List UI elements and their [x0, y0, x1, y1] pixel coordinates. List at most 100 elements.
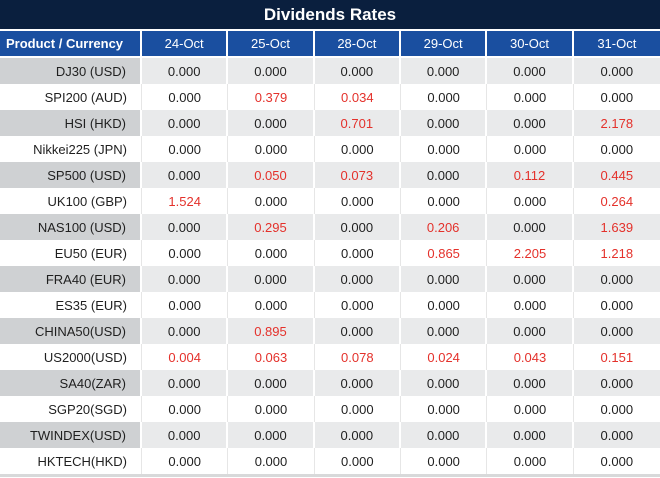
rate-cell: 0.000 — [400, 266, 488, 292]
rate-cell: 0.000 — [228, 292, 315, 318]
rate-cell: 0.379 — [228, 84, 315, 110]
product-cell: NAS100 (USD) — [0, 214, 142, 240]
rate-cell: 0.000 — [400, 448, 488, 474]
rate-cell: 0.000 — [142, 84, 229, 110]
rate-cell: 0.000 — [400, 422, 488, 448]
rate-cell: 0.000 — [142, 58, 229, 84]
rate-cell: 0.000 — [142, 110, 229, 136]
rate-cell: 0.000 — [400, 110, 488, 136]
rate-cell: 0.000 — [573, 448, 660, 474]
rate-cell: 0.078 — [314, 344, 401, 370]
header-row: Product / Currency 24-Oct 25-Oct 28-Oct … — [0, 31, 660, 58]
rate-cell: 0.000 — [142, 422, 229, 448]
rate-cell: 0.004 — [142, 344, 229, 370]
rate-cell: 0.000 — [400, 162, 488, 188]
rate-cell: 0.000 — [573, 58, 660, 84]
rate-cell: 0.000 — [228, 448, 315, 474]
rate-cell: 0.000 — [573, 266, 660, 292]
product-cell: Nikkei225 (JPN) — [0, 136, 142, 162]
rate-cell: 1.218 — [573, 240, 660, 266]
rate-cell: 0.000 — [487, 214, 574, 240]
rate-cell: 0.000 — [228, 188, 315, 214]
table-row: HSI (HKD) 0.000 0.000 0.701 0.000 0.000 2.178 — [0, 110, 660, 136]
table-row: DJ30 (USD) 0.000 0.000 0.000 0.000 0.000 0.000 — [0, 58, 660, 84]
product-cell: DJ30 (USD) — [0, 58, 142, 84]
table-row: SPI200 (AUD) 0.000 0.379 0.034 0.000 0.000 0.0… — [0, 84, 660, 110]
rate-cell: 0.000 — [228, 240, 315, 266]
product-cell: SGP20(SGD) — [0, 396, 142, 422]
rate-cell: 0.043 — [487, 344, 574, 370]
table-row: NAS100 (USD) 0.000 0.295 0.000 0.206 0.000 1.6… — [0, 214, 660, 240]
rate-cell: 0.050 — [228, 162, 315, 188]
rate-cell: 0.264 — [573, 188, 660, 214]
table-row: Nikkei225 (JPN) 0.000 0.000 0.000 0.000 0.000… — [0, 136, 660, 162]
rate-cell: 0.000 — [487, 84, 574, 110]
rate-cell: 0.000 — [314, 422, 401, 448]
rate-cell: 0.000 — [400, 84, 488, 110]
rate-cell: 0.063 — [228, 344, 315, 370]
rate-cell: 0.000 — [400, 136, 488, 162]
product-cell: UK100 (GBP) — [0, 188, 142, 214]
table-row: UK100 (GBP) 1.524 0.000 0.000 0.000 0.000 0.26… — [0, 188, 660, 214]
rate-cell: 0.000 — [487, 318, 574, 344]
product-cell: TWINDEX(USD) — [0, 422, 142, 448]
rate-cell: 0.000 — [228, 266, 315, 292]
date-header: 25-Oct — [228, 31, 315, 58]
dividends-rates-table: Product / Currency 24-Oct 25-Oct 28-Oct … — [0, 31, 660, 474]
rate-cell: 0.000 — [400, 292, 488, 318]
rate-cell: 0.701 — [314, 110, 401, 136]
rate-cell: 0.000 — [314, 370, 401, 396]
rate-cell: 2.178 — [573, 110, 660, 136]
rate-cell: 0.000 — [314, 240, 401, 266]
rate-cell: 0.000 — [142, 266, 229, 292]
rate-cell: 0.000 — [142, 162, 229, 188]
rate-cell: 0.000 — [487, 58, 574, 84]
date-header: 24-Oct — [142, 31, 229, 58]
product-cell: FRA40 (EUR) — [0, 266, 142, 292]
product-cell: US2000(USD) — [0, 344, 142, 370]
rate-cell: 0.024 — [400, 344, 488, 370]
date-header: 28-Oct — [314, 31, 401, 58]
table-row: TWINDEX(USD) 0.000 0.000 0.000 0.000 0.000 0.0… — [0, 422, 660, 448]
rate-cell: 0.000 — [314, 266, 401, 292]
rate-cell: 0.112 — [487, 162, 574, 188]
title-text: Dividends Rates — [263, 4, 397, 24]
rate-cell: 0.295 — [228, 214, 315, 240]
rate-cell: 0.000 — [314, 58, 401, 84]
rate-cell: 0.206 — [400, 214, 488, 240]
rate-cell: 0.000 — [487, 422, 574, 448]
rate-cell: 0.000 — [487, 448, 574, 474]
rate-cell: 0.000 — [142, 396, 229, 422]
bottom-edge-strip — [0, 474, 660, 477]
rate-cell: 0.000 — [228, 370, 315, 396]
table-body: DJ30 (USD) 0.000 0.000 0.000 0.000 0.000 0.000… — [0, 58, 660, 474]
product-cell: EU50 (EUR) — [0, 240, 142, 266]
table-row: US2000(USD) 0.004 0.063 0.078 0.024 0.043 0.15… — [0, 344, 660, 370]
rate-cell: 0.000 — [142, 318, 229, 344]
rate-cell: 0.000 — [228, 396, 315, 422]
rate-cell: 0.000 — [573, 292, 660, 318]
rate-cell: 0.000 — [487, 188, 574, 214]
rate-cell: 0.000 — [142, 448, 229, 474]
table-row: SA40(ZAR) 0.000 0.000 0.000 0.000 0.000 0.000 — [0, 370, 660, 396]
rate-cell: 0.034 — [314, 84, 401, 110]
rate-cell: 0.000 — [573, 136, 660, 162]
rate-cell: 0.000 — [228, 58, 315, 84]
rate-cell: 0.000 — [314, 136, 401, 162]
rate-cell: 0.000 — [573, 84, 660, 110]
rate-cell: 0.000 — [142, 136, 229, 162]
rate-cell: 1.524 — [142, 188, 229, 214]
table-row: CHINA50(USD) 0.000 0.895 0.000 0.000 0.000 0.0… — [0, 318, 660, 344]
table-row: FRA40 (EUR) 0.000 0.000 0.000 0.000 0.000 0.00… — [0, 266, 660, 292]
product-currency-header: Product / Currency — [0, 31, 142, 58]
rate-cell: 1.639 — [573, 214, 660, 240]
rate-cell: 0.000 — [573, 318, 660, 344]
rate-cell: 0.000 — [314, 188, 401, 214]
date-header: 30-Oct — [487, 31, 574, 58]
rate-cell: 0.000 — [487, 396, 574, 422]
rate-cell: 0.000 — [314, 214, 401, 240]
table-row: HKTECH(HKD) 0.000 0.000 0.000 0.000 0.000 0.00… — [0, 448, 660, 474]
rate-cell: 0.000 — [573, 422, 660, 448]
rate-cell: 0.000 — [487, 370, 574, 396]
product-cell: CHINA50(USD) — [0, 318, 142, 344]
